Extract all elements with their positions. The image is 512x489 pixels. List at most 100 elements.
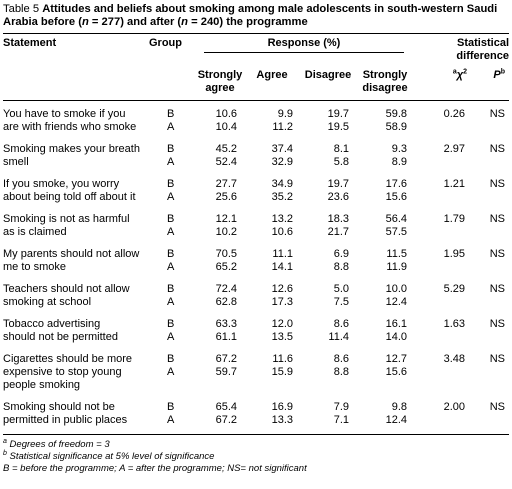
value: 21.7: [327, 226, 349, 238]
value-cell: 12.1 10.2: [195, 208, 245, 243]
table-row: You have to smoke if you are with friends…: [3, 101, 509, 139]
chi-value: 2.00: [443, 401, 465, 413]
statement-cell: Smoking should not be permitted in public…: [3, 396, 149, 435]
value-cell: 11.1 14.1: [245, 243, 299, 278]
value-cell: 45.2 52.4: [195, 138, 245, 173]
chi-cell: 2.97: [413, 138, 473, 173]
statement-cell: If you smoke, you worry about being told …: [3, 173, 149, 208]
p-cell: NS: [473, 278, 509, 313]
group-label: B: [167, 318, 175, 330]
value: 67.2: [215, 353, 237, 365]
group-label: A: [167, 226, 175, 238]
header-cell: Pb: [473, 63, 509, 101]
value: 8.1: [333, 143, 349, 155]
value: 59.8: [385, 108, 407, 120]
value: 11.6: [272, 353, 293, 365]
statement-cell: You have to smoke if you are with friends…: [3, 101, 149, 139]
header-cell: Statement: [3, 33, 149, 63]
value: 10.6: [215, 108, 237, 120]
value-cell: 7.9 7.1: [299, 396, 357, 435]
group-label: A: [167, 261, 175, 273]
statement-cell: Tobacco advertising should not be permitt…: [3, 313, 149, 348]
p-value: NS: [489, 108, 505, 120]
value: 15.6: [385, 366, 407, 378]
header-cell: Strongly disagree: [357, 63, 413, 101]
chi-value: 1.95: [443, 248, 465, 260]
value: 10.6: [271, 226, 293, 238]
footnote-text: Degrees of freedom = 3: [6, 439, 110, 450]
value: 57.5: [385, 226, 407, 238]
table-label: Table 5: [3, 3, 40, 15]
footnote-text: Statistical significance at 5% level of …: [6, 451, 215, 462]
header-cell: Agree: [245, 63, 299, 101]
statement-line: You have to smoke if you: [3, 108, 126, 120]
title-part: = 240) the programme: [187, 16, 308, 28]
value: 34.9: [271, 178, 293, 190]
value: 59.7: [215, 366, 237, 378]
value-cell: 8.6 8.8: [299, 348, 357, 396]
value: 37.4: [271, 143, 293, 155]
header-cell: Statistical difference: [413, 33, 509, 63]
value: 7.5: [333, 296, 349, 308]
value: 12.0: [271, 318, 293, 330]
chi-value: 1.21: [443, 178, 465, 190]
statement-cell: Teachers should not allow smoking at scho…: [3, 278, 149, 313]
value: 52.4: [215, 156, 237, 168]
value: 63.3: [215, 318, 237, 330]
header-cell: [3, 63, 149, 101]
value-cell: 10.0 12.4: [357, 278, 413, 313]
value: 7.1: [333, 414, 349, 426]
statement-cell: Smoking is not as harmful as is claimed: [3, 208, 149, 243]
value: 10.0: [385, 283, 407, 295]
p-cell: NS: [473, 101, 509, 139]
chi-cell: 3.48: [413, 348, 473, 396]
footnote-mark: b: [500, 68, 505, 76]
chi-value: 1.79: [443, 213, 465, 225]
value: 35.2: [271, 191, 293, 203]
group-label: A: [167, 121, 175, 133]
p-value: NS: [489, 178, 505, 190]
value-cell: 11.6 15.9: [245, 348, 299, 396]
chi-cell: 1.63: [413, 313, 473, 348]
data-table: Statement Group Response (%) Statistical…: [3, 33, 509, 435]
chi-value: 1.63: [443, 318, 465, 330]
chi-value: 2.97: [443, 143, 465, 155]
value: 5.8: [333, 156, 349, 168]
statement-line: expensive to stop young: [3, 366, 122, 378]
value: 9.8: [391, 401, 407, 413]
statement-line: Cigarettes should be more: [3, 353, 133, 365]
p-value: NS: [489, 213, 505, 225]
statement-cell: Smoking makes your breath smell: [3, 138, 149, 173]
group-label: B: [167, 248, 175, 260]
statement-line: me to smoke: [3, 261, 66, 273]
superscript: 2: [463, 68, 467, 76]
value: 32.9: [271, 156, 293, 168]
value: 12.4: [385, 296, 407, 308]
table-row: Smoking makes your breath smell B A 45.2 52.4…: [3, 138, 509, 173]
value: 72.4: [215, 283, 237, 295]
value-cell: 70.5 65.2: [195, 243, 245, 278]
p-value: NS: [489, 401, 505, 413]
value: 8.8: [333, 261, 349, 273]
value-cell: 9.8 12.4: [357, 396, 413, 435]
value-cell: 12.0 13.5: [245, 313, 299, 348]
p-value: NS: [489, 283, 505, 295]
value-cell: 67.2 59.7: [195, 348, 245, 396]
value-cell: 37.4 32.9: [245, 138, 299, 173]
table-row: Tobacco advertising should not be permitt…: [3, 313, 509, 348]
table-title: Table 5 Attitudes and beliefs about smok…: [3, 3, 509, 29]
value: 67.2: [215, 414, 237, 426]
p-cell: NS: [473, 243, 509, 278]
value-cell: 8.1 5.8: [299, 138, 357, 173]
table-row: Cigarettes should be more expensive to st…: [3, 348, 509, 396]
p-cell: NS: [473, 348, 509, 396]
value: 15.6: [385, 191, 407, 203]
value-cell: 10.6 10.4: [195, 101, 245, 139]
value: 17.3: [271, 296, 293, 308]
value: 65.2: [215, 261, 237, 273]
